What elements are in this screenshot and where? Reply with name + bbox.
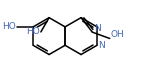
Text: HO: HO	[2, 22, 16, 31]
Text: N: N	[94, 24, 101, 33]
Text: HO: HO	[26, 27, 40, 36]
Text: N: N	[98, 41, 105, 50]
Text: OH: OH	[111, 30, 124, 39]
